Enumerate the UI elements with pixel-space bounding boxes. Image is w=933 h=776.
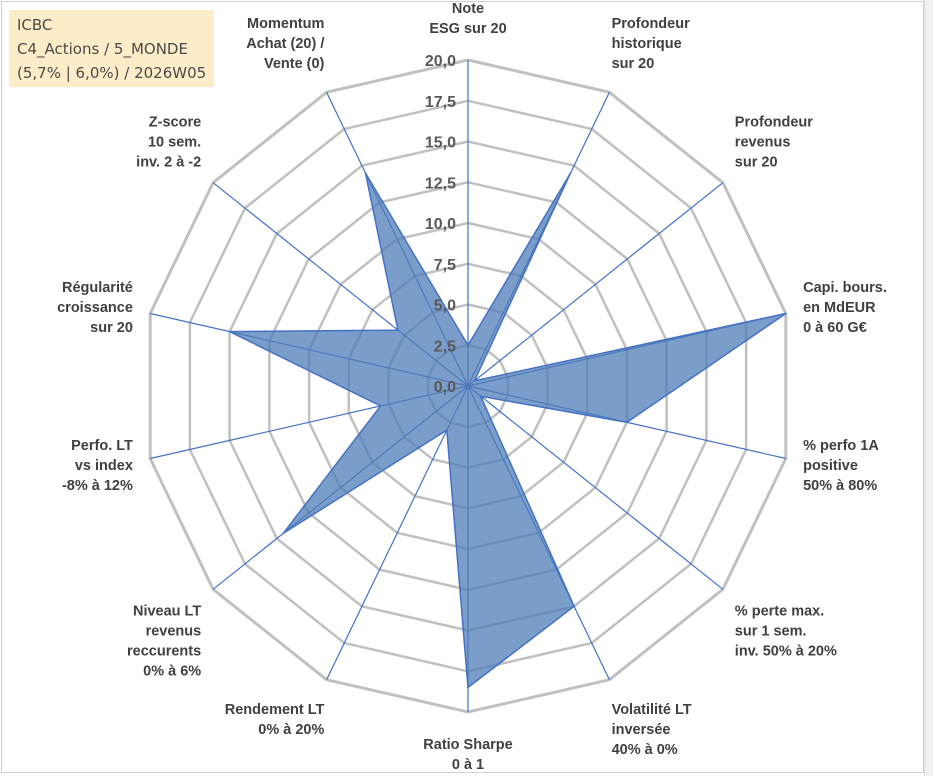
category-label-line: sur 20: [735, 154, 778, 170]
category-label-line: % perfo 1A: [803, 438, 879, 454]
category-label-line: 0% à 6%: [143, 664, 201, 680]
category-label-line: sur 20: [612, 56, 655, 72]
data-point-7: [467, 686, 469, 689]
category-label-line: inv. 2 à -2: [136, 154, 201, 170]
tick-label: 7,5: [434, 257, 456, 274]
category-label-line: Profondeur: [735, 114, 813, 130]
category-labels: Note ESG sur 20 Profondeur historique sur 20…: [57, 1, 887, 773]
tick-label: 0,0: [434, 379, 456, 396]
category-label-line: vs index: [75, 458, 133, 474]
tick-label: 20,0: [425, 53, 456, 70]
category-label-line: 0 à 1: [452, 757, 484, 773]
category-label-line: en MdEUR: [803, 300, 876, 316]
category-label-line: positive: [803, 458, 858, 474]
category-label-line: historique: [612, 36, 682, 52]
tick-label: 15,0: [425, 135, 456, 152]
tick-label: 2,5: [434, 338, 456, 355]
radial-tick-labels: 0,0 2,5 5,0 7,5 10,0 12,5 15,0 17,5 20,0: [425, 53, 456, 396]
vertical-scrollbar[interactable]: [924, 0, 933, 776]
category-label-line: 0 à 60 G€: [803, 320, 867, 336]
category-label-0: Note ESG sur 20: [429, 1, 506, 37]
data-point-5: [479, 395, 482, 398]
category-label-line: -8% à 12%: [62, 478, 133, 494]
category-label-line: revenus: [735, 134, 791, 150]
info-period: (5,7% | 6,0%) / 2026W05: [17, 64, 207, 82]
category-label-line: 50% à 80%: [803, 478, 877, 494]
data-point-8: [446, 429, 448, 431]
category-label-line: Vente (0): [264, 56, 325, 72]
category-label-line: Note: [452, 1, 484, 17]
info-category: C4_Actions / 5_MONDE: [17, 40, 188, 58]
category-label-7: Ratio Sharpe 0 à 1: [423, 737, 512, 773]
category-label-9: Niveau LT revenus reccurents 0% à 6%: [127, 604, 201, 680]
category-label-line: Z-score: [149, 114, 201, 130]
category-label-line: Niveau LT: [133, 604, 201, 620]
category-label-line: Régularité: [62, 280, 133, 296]
data-point-13: [364, 172, 367, 174]
category-label-10: Perfo. LT vs index -8% à 12%: [62, 438, 133, 494]
tick-label: 5,0: [434, 298, 456, 315]
category-label-line: ESG sur 20: [429, 21, 506, 37]
info-box: ICBC C4_Actions / 5_MONDE (5,7% | 6,0%) …: [9, 10, 214, 87]
category-label-5: % perte max. sur 1 sem. inv. 50% à 20%: [735, 604, 837, 660]
category-label-line: sur 1 sem.: [735, 624, 807, 640]
category-label-line: revenus: [146, 624, 202, 640]
data-point-3: [785, 312, 787, 315]
data-point-9: [282, 532, 285, 535]
category-label-line: reccurents: [127, 644, 201, 660]
data-point-6: [573, 605, 575, 608]
data-point-1: [569, 172, 572, 174]
category-label-line: inv. 50% à 20%: [735, 644, 837, 660]
spoke-8: [326, 385, 469, 680]
data-point-11: [228, 330, 231, 333]
info-title: ICBC: [17, 16, 53, 34]
tick-label: 10,0: [425, 216, 456, 233]
category-label-line: sur 20: [90, 320, 133, 336]
data-point-12: [397, 329, 399, 331]
category-label-line: Profondeur: [612, 16, 690, 32]
category-label-13: Momentum Achat (20) / Vente (0): [246, 16, 324, 72]
category-label-line: Volatilité LT: [612, 702, 692, 718]
spoke-5: [467, 385, 724, 590]
category-label-12: Z-score 10 sem. inv. 2 à -2: [136, 114, 201, 170]
category-label-line: Achat (20) /: [246, 36, 324, 52]
tick-label: 17,5: [425, 94, 456, 111]
radar-series: [228, 172, 787, 689]
tick-label: 12,5: [425, 175, 456, 192]
category-label-2: Profondeur revenus sur 20: [735, 114, 813, 170]
category-label-6: Volatilité LT inversée 40% à 0%: [612, 702, 692, 758]
category-label-line: Rendement LT: [225, 702, 325, 718]
spoke-2: [467, 182, 724, 387]
category-label-line: inversée: [612, 722, 671, 738]
data-point-10: [379, 405, 382, 407]
category-label-1: Profondeur historique sur 20: [612, 16, 690, 72]
category-label-4: % perfo 1A positive 50% à 80%: [803, 438, 879, 494]
category-label-line: 40% à 0%: [612, 742, 678, 758]
category-label-line: Perfo. LT: [71, 438, 133, 454]
data-point-2: [473, 380, 476, 382]
data-point-4: [626, 421, 628, 424]
category-label-line: 0% à 20%: [258, 722, 324, 738]
category-label-11: Régularité croissance sur 20: [57, 280, 133, 336]
category-label-3: Capi. bours. en MdEUR 0 à 60 G€: [803, 280, 887, 336]
category-label-line: Capi. bours.: [803, 280, 887, 296]
category-label-line: 10 sem.: [148, 134, 201, 150]
category-label-line: % perte max.: [735, 604, 824, 620]
category-label-line: Ratio Sharpe: [423, 737, 512, 753]
category-label-line: croissance: [57, 300, 133, 316]
category-label-line: Momentum: [247, 16, 324, 32]
data-point-0: [467, 344, 469, 347]
category-label-8: Rendement LT 0% à 20%: [225, 702, 325, 738]
